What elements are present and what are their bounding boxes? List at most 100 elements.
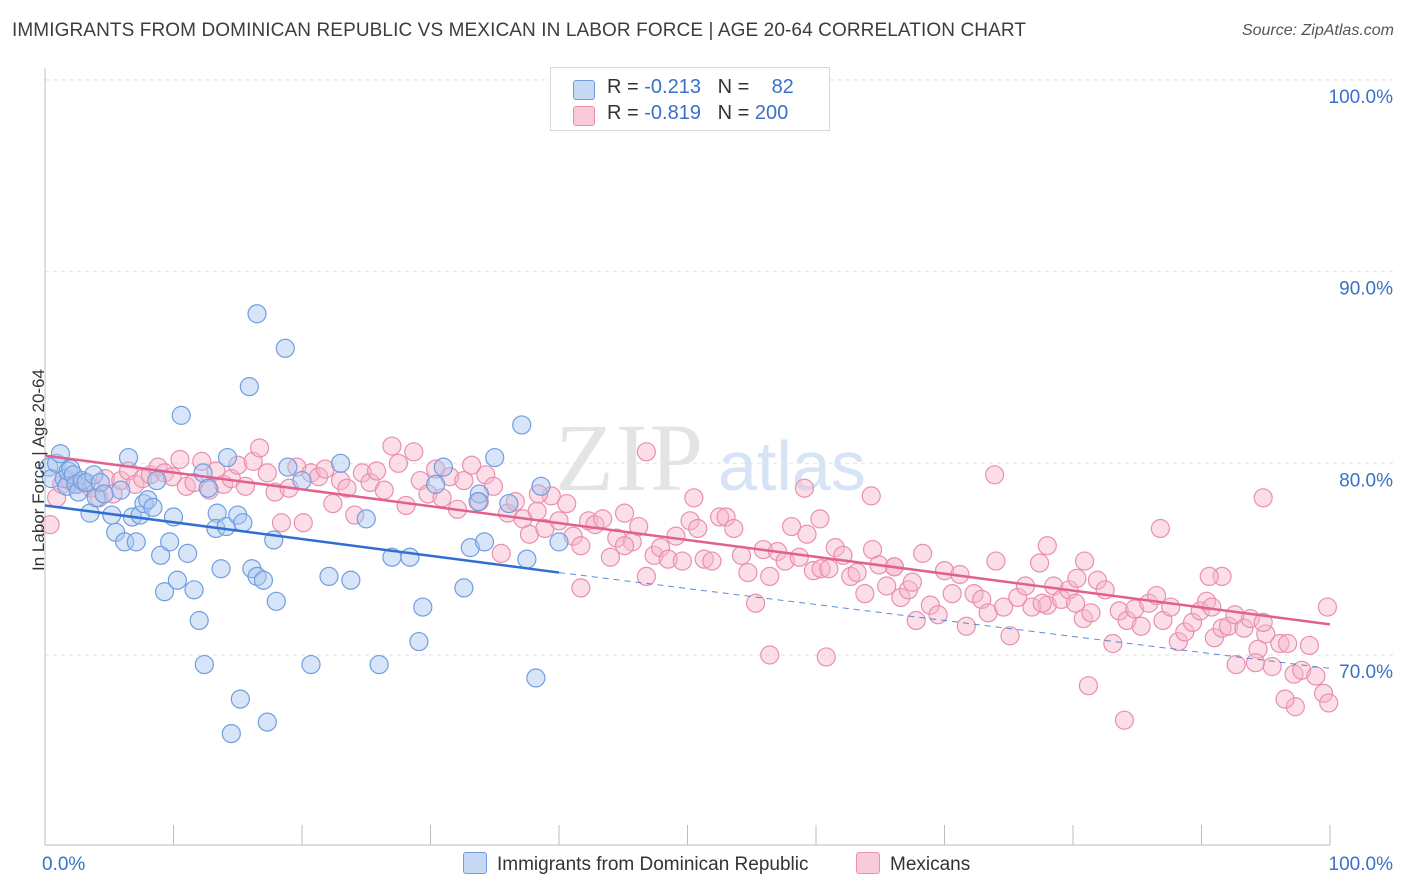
y-tick-label: 90.0%: [1339, 279, 1393, 300]
mexicans-point: [1175, 622, 1195, 642]
mexicans-point: [716, 507, 736, 527]
mexicans-point: [847, 562, 867, 583]
mexicans-point: [1197, 591, 1217, 611]
mexicans-point: [170, 449, 190, 470]
watermark: ZIP atlas: [555, 404, 866, 511]
dominican-point: [198, 478, 218, 498]
mexicans-point: [855, 584, 875, 604]
legend-text-blue: R = -0.213 N = 82: [607, 76, 794, 99]
legend-n-label: N =: [717, 102, 750, 124]
mexicans-point: [920, 595, 940, 615]
mexicans-point: [913, 543, 933, 563]
mexicans-point: [330, 470, 351, 491]
mexicans-point: [1253, 612, 1273, 633]
dominican-point: [167, 570, 187, 590]
dominican-point: [549, 532, 569, 552]
mexicans-point: [323, 493, 343, 514]
mexicans-point: [789, 547, 809, 567]
mexicans-point: [1262, 656, 1282, 677]
mexicans-point: [1103, 633, 1123, 654]
dominican-point: [171, 405, 191, 425]
mexicans-point: [293, 513, 313, 533]
mexicans-point: [491, 543, 511, 563]
mexicans-point: [672, 551, 692, 571]
dominican-point: [154, 582, 175, 602]
mexicans-point: [1226, 654, 1246, 675]
mexicans-point: [861, 486, 881, 506]
mexicans-point: [760, 645, 780, 665]
mexicans-point: [650, 538, 671, 558]
mexicans-point: [1277, 633, 1298, 654]
mexicans-point: [352, 463, 372, 483]
mexicans-point: [396, 495, 416, 516]
dominican-point: [292, 470, 312, 491]
mexicans-point: [794, 478, 815, 498]
bottom-legend-blue: Immigrants from Dominican Republic: [463, 852, 809, 876]
mexicans-point: [1022, 597, 1042, 617]
dominican-trend-extension: [558, 572, 1331, 669]
mexicans-point: [1225, 605, 1245, 625]
mexicans-point: [928, 605, 948, 625]
mexicans-point: [803, 561, 824, 581]
mexicans-point: [810, 509, 830, 529]
mexicans-point: [1037, 536, 1057, 556]
mexicans-point: [636, 566, 656, 587]
bottom-legend-pink: Mexicans: [856, 852, 970, 876]
mexicans-point: [906, 610, 926, 631]
mexicans-point: [684, 488, 704, 508]
dominican-point: [68, 482, 89, 502]
mexicans-trend-line: [44, 454, 1331, 626]
mexicans-point: [629, 516, 649, 537]
mexicans-point: [710, 507, 730, 527]
mexicans-point: [40, 515, 60, 535]
mexicans-point: [557, 493, 577, 514]
y-tick-label: 70.0%: [1339, 662, 1393, 683]
watermark-zip: ZIP: [555, 404, 705, 511]
mexicans-point: [636, 442, 656, 462]
mexicans-point: [527, 501, 547, 521]
mexicans-point: [942, 584, 962, 604]
legend-n-label: N =: [717, 76, 750, 98]
mexicans-point: [1078, 676, 1099, 696]
mexicans-point: [1299, 635, 1320, 656]
dominican-point: [330, 453, 351, 473]
mexicans-point: [825, 538, 845, 558]
mexicans-point: [1032, 593, 1052, 613]
dominican-point: [468, 492, 488, 512]
mexicans-point: [228, 455, 248, 475]
dominican-point: [184, 580, 204, 600]
dominican-point: [115, 532, 135, 552]
mexicans-point: [985, 465, 1005, 485]
mexicans-point: [811, 559, 831, 579]
mexicans-point: [1074, 551, 1095, 571]
dominican-point: [301, 654, 321, 675]
mexicans-point: [1051, 589, 1072, 610]
dominican-point: [90, 472, 110, 493]
mexicans-point: [1073, 608, 1093, 629]
mexicans-point: [688, 518, 708, 539]
dominican-point: [369, 654, 389, 675]
bottom-legend-label-blue: Immigrants from Dominican Republic: [497, 854, 809, 875]
mexicans-point: [1008, 587, 1028, 608]
y-tick-label: 80.0%: [1339, 470, 1393, 491]
mexicans-point: [549, 511, 569, 531]
dominican-point: [160, 532, 180, 552]
dominican-point: [409, 631, 429, 652]
mexicans-point: [1319, 693, 1339, 713]
dominican-point: [50, 444, 71, 464]
mexicans-point: [1161, 597, 1181, 617]
mexicans-point: [571, 536, 591, 556]
legend-r-label: R =: [607, 76, 639, 98]
legend-r-blue: -0.213: [644, 76, 701, 98]
dominican-point: [118, 447, 139, 468]
dominican-point: [474, 532, 495, 552]
mexicans-point: [702, 551, 722, 571]
mexicans-point: [345, 505, 365, 525]
watermark-atlas: atlas: [718, 427, 866, 505]
x-tick-label-left: 0.0%: [42, 854, 85, 875]
mexicans-point: [607, 528, 627, 548]
mexicans-point: [1081, 603, 1101, 623]
mexicans-point: [1306, 666, 1326, 686]
dominican-point: [230, 689, 250, 709]
